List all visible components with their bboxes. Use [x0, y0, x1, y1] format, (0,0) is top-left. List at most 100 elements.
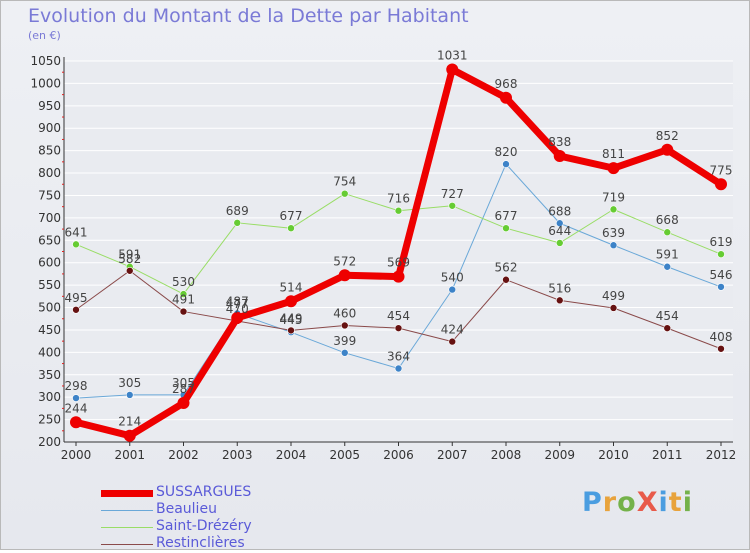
data-point	[179, 307, 188, 316]
data-point	[717, 344, 725, 353]
data-point	[446, 63, 459, 76]
x-tick-label: 2003	[222, 448, 253, 462]
data-label: 754	[333, 175, 356, 189]
data-point	[285, 295, 297, 308]
x-tick-label: 2008	[491, 448, 522, 462]
x-tick-label: 2007	[437, 448, 468, 462]
data-label: 495	[65, 291, 88, 305]
chart-subtitle: (en €)	[28, 29, 61, 42]
data-label: 530	[172, 275, 195, 289]
y-tick-label: 450	[38, 323, 61, 337]
data-label: 562	[495, 261, 518, 275]
y-tick-label: 1000	[30, 76, 61, 90]
data-point	[502, 160, 510, 168]
data-label: 569	[387, 256, 410, 270]
data-point	[394, 206, 403, 215]
data-label: 775	[710, 163, 733, 177]
data-label: 677	[495, 209, 518, 223]
y-tick-labels: 200 250 300 350 400 450 500 550 600 650 700 750 800 8…	[30, 54, 61, 449]
data-label: 499	[602, 289, 625, 303]
data-label: 470	[226, 302, 249, 316]
data-point	[287, 326, 295, 335]
data-point	[338, 269, 351, 282]
x-tick-label: 2010	[598, 448, 629, 462]
legend-swatch	[101, 490, 153, 497]
data-point	[663, 228, 672, 237]
data-label: 460	[333, 306, 356, 320]
data-labels: 298 305 305 487 445 399 364 540 820 688 639 591 546 6…	[65, 49, 733, 429]
data-point	[555, 239, 564, 247]
x-tick-label: 2005	[329, 448, 360, 462]
y-tick-label: 650	[38, 233, 61, 247]
y-tick-label: 600	[38, 256, 61, 270]
data-label: 445	[280, 313, 303, 327]
data-label: 305	[172, 376, 195, 390]
data-point	[177, 397, 190, 410]
data-point	[502, 224, 510, 232]
data-point	[448, 337, 457, 346]
data-point	[609, 304, 618, 312]
data-point	[448, 201, 457, 210]
data-point	[340, 349, 349, 357]
data-point	[663, 324, 672, 332]
data-label: 641	[65, 225, 88, 239]
legend-label: SUSSARGUES	[156, 484, 252, 500]
data-point	[72, 305, 80, 314]
data-label: 677	[280, 209, 303, 223]
logo-letter: t	[668, 487, 683, 518]
data-point	[123, 429, 136, 442]
legend-label: Restinclières	[156, 535, 245, 551]
x-tick-label: 2000	[61, 448, 92, 462]
data-label: 424	[441, 323, 464, 337]
data-point	[394, 364, 403, 373]
data-point	[555, 296, 564, 305]
data-point	[72, 394, 80, 402]
logo-letter: r	[602, 487, 618, 518]
data-point	[340, 321, 349, 330]
data-point	[607, 162, 620, 175]
y-tick-label: 200	[38, 435, 61, 449]
logo-letter: X	[636, 487, 659, 518]
data-label: 591	[656, 248, 679, 262]
y-tick-label: 250	[38, 413, 61, 427]
data-label: 639	[602, 226, 625, 240]
legend-label: Beaulieu	[156, 501, 217, 517]
axes	[62, 57, 733, 446]
x-tick-label: 2006	[383, 448, 414, 462]
legend-label: Saint-Drézéry	[156, 518, 252, 534]
data-label: 399	[333, 334, 356, 348]
data-point	[72, 240, 80, 249]
logo-letter: i	[682, 487, 693, 518]
data-label: 644	[548, 224, 571, 238]
data-label: 487	[226, 294, 249, 308]
data-label: 582	[118, 252, 141, 266]
y-tick-label: 1050	[30, 54, 61, 68]
data-point	[663, 262, 672, 271]
x-tick-labels: 2000 2001 2002 2003 2004 2005 2006 2007 2008 2009…	[61, 448, 737, 462]
legend-swatch	[101, 527, 153, 528]
x-tick-label: 2004	[276, 448, 307, 462]
x-tick-label: 2002	[168, 448, 199, 462]
data-point	[340, 189, 349, 198]
y-tick-label: 750	[38, 188, 61, 202]
data-label: 852	[656, 129, 679, 143]
data-point	[231, 311, 244, 324]
y-tick-label: 900	[38, 121, 61, 135]
data-point	[555, 219, 564, 228]
data-label: 244	[65, 401, 88, 415]
data-label: 516	[548, 281, 571, 295]
data-point	[233, 219, 242, 227]
data-label: 540	[441, 271, 464, 285]
legend-swatch	[101, 510, 153, 511]
data-label: 298	[65, 379, 88, 393]
data-label: 514	[280, 280, 303, 294]
data-label: 491	[172, 293, 195, 307]
x-tick-label: 2009	[544, 448, 575, 462]
data-point	[394, 324, 403, 332]
plot-area	[64, 61, 733, 442]
logo-letter: P	[582, 487, 603, 518]
x-tick-label: 2011	[652, 448, 683, 462]
data-label: 968	[495, 77, 518, 91]
data-label: 305	[118, 376, 141, 390]
